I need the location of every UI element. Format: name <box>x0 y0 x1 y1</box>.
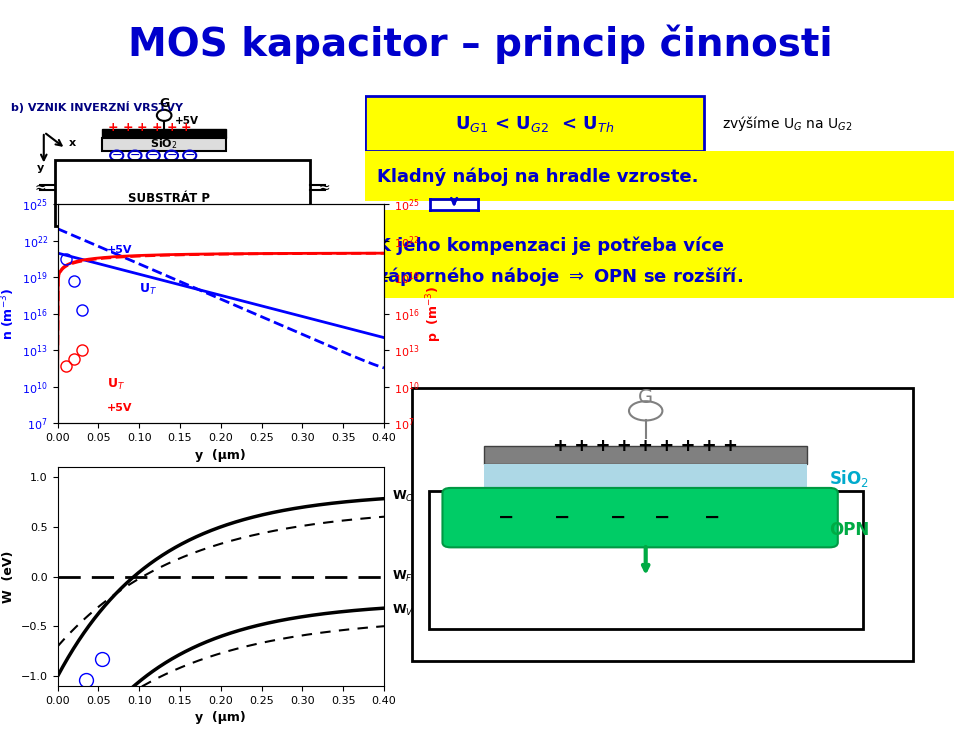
Text: +: + <box>137 121 148 134</box>
Line: n UT: n UT <box>58 253 384 337</box>
n UT <box>209 289 221 298</box>
n UT <box>206 289 218 298</box>
n +5V <box>378 364 390 372</box>
Text: SiO$_2$: SiO$_2$ <box>829 468 870 489</box>
Text: −: − <box>166 149 177 162</box>
Bar <box>102 137 227 151</box>
Text: záporného náboje $\Rightarrow$ OPN se rozšíří.: záporného náboje $\Rightarrow$ OPN se ro… <box>376 265 743 288</box>
p +5V <box>206 250 218 258</box>
Text: b) VZNIK INVERZNÍ VRSTVY: b) VZNIK INVERZNÍ VRSTVY <box>11 101 183 113</box>
Text: ≈: ≈ <box>319 180 330 194</box>
Line: n +5V: n +5V <box>58 228 384 368</box>
p UT <box>320 249 331 258</box>
p UT <box>378 249 390 258</box>
n UT <box>228 294 240 303</box>
Text: x: x <box>69 138 77 148</box>
p +5V <box>228 250 240 258</box>
X-axis label: y  (μm): y (μm) <box>196 449 246 461</box>
Text: −: − <box>498 508 515 527</box>
Bar <box>102 129 227 137</box>
Text: Kladný náboj na hradle vzroste.: Kladný náboj na hradle vzroste. <box>376 167 698 185</box>
Bar <box>412 388 913 661</box>
p UT <box>52 370 63 379</box>
Text: +: + <box>152 121 162 134</box>
Text: zvýšíme U$_G$ na U$_{G2}$: zvýšíme U$_G$ na U$_{G2}$ <box>722 114 852 133</box>
p +5V <box>320 249 331 258</box>
Text: W$_V$: W$_V$ <box>392 602 415 618</box>
p +5V <box>378 249 390 258</box>
Text: −: − <box>610 508 626 527</box>
Bar <box>484 446 807 464</box>
Text: −: − <box>654 508 671 527</box>
n UT <box>52 249 63 258</box>
p UT <box>209 250 221 258</box>
Text: ≈: ≈ <box>35 180 46 194</box>
n UT <box>378 333 390 342</box>
Text: Řez substrátem ve směru y: Řez substrátem ve směru y <box>87 247 241 260</box>
Text: +5V: +5V <box>175 115 199 126</box>
Text: +: + <box>122 121 133 134</box>
Text: +5V: +5V <box>107 245 132 255</box>
Text: SUBSTRÁT P: SUBSTRÁT P <box>128 192 209 205</box>
Text: OPN: OPN <box>829 520 870 539</box>
p UT <box>206 250 218 258</box>
Text: MOS kapacitor – princip činnosti: MOS kapacitor – princip činnosti <box>128 24 832 64</box>
Line: p +5V: p +5V <box>58 253 384 374</box>
n +5V <box>209 292 221 301</box>
Bar <box>484 464 807 491</box>
n +5V <box>228 301 240 310</box>
p +5V <box>52 370 63 379</box>
Text: G: G <box>638 388 653 407</box>
p +5V <box>371 249 382 258</box>
n UT <box>246 299 257 308</box>
Text: K jeho kompenzaci je potřeba více: K jeho kompenzaci je potřeba více <box>376 237 724 255</box>
Y-axis label: p  (m$^{-3}$): p (m$^{-3}$) <box>425 285 444 342</box>
Text: −: − <box>130 149 140 162</box>
Text: −: − <box>111 149 122 162</box>
Text: U$_T$: U$_T$ <box>139 283 157 297</box>
p UT <box>371 249 382 258</box>
Text: −: − <box>184 149 195 162</box>
Text: +: + <box>108 121 118 134</box>
n +5V <box>206 291 218 300</box>
p +5V <box>209 250 221 258</box>
n +5V <box>371 361 382 369</box>
FancyBboxPatch shape <box>365 96 704 151</box>
Y-axis label: W  (eV): W (eV) <box>2 550 15 603</box>
Text: −: − <box>148 149 158 162</box>
X-axis label: y  (μm): y (μm) <box>196 712 246 724</box>
Text: U$_T$: U$_T$ <box>107 377 125 392</box>
Text: −: − <box>705 508 721 527</box>
Text: +: + <box>180 121 191 134</box>
Text: W$_C$: W$_C$ <box>392 489 414 504</box>
Text: G: G <box>159 97 169 110</box>
Text: + + + + + + + + +: + + + + + + + + + <box>553 437 738 456</box>
n +5V <box>320 340 331 349</box>
Text: SiO$_2$: SiO$_2$ <box>151 137 178 151</box>
Text: +5V: +5V <box>107 403 132 413</box>
Text: +: + <box>166 121 177 134</box>
FancyBboxPatch shape <box>443 488 838 548</box>
Y-axis label: n (m$^{-3}$): n (m$^{-3}$) <box>0 288 16 340</box>
Text: −: − <box>554 508 570 527</box>
p UT <box>228 250 240 258</box>
FancyBboxPatch shape <box>359 210 954 299</box>
p +5V <box>246 249 257 258</box>
n +5V <box>246 308 257 317</box>
n UT <box>371 331 382 340</box>
Text: W$_F$: W$_F$ <box>392 569 413 584</box>
Bar <box>428 491 863 629</box>
Text: y: y <box>36 163 44 173</box>
Bar <box>55 160 310 226</box>
FancyBboxPatch shape <box>359 151 954 201</box>
Text: U$_{G1}$ < U$_{G2}$  < U$_{Th}$: U$_{G1}$ < U$_{G2}$ < U$_{Th}$ <box>455 114 614 134</box>
p UT <box>246 250 257 258</box>
Line: p UT: p UT <box>58 253 384 374</box>
n +5V <box>52 224 63 233</box>
n UT <box>320 318 331 327</box>
